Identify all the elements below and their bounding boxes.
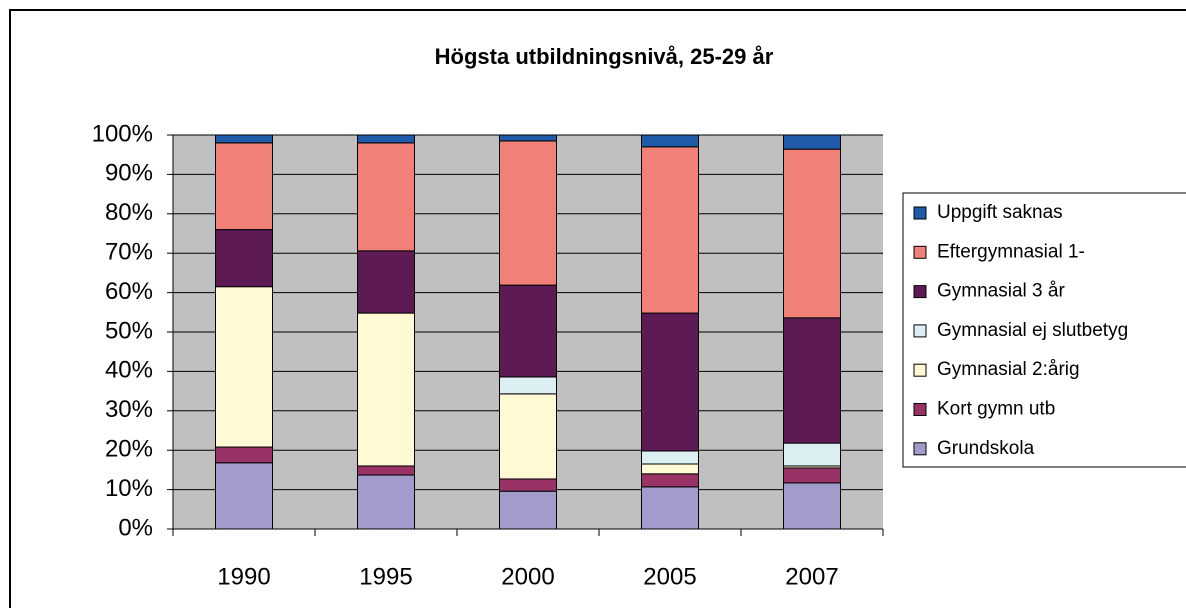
- bar-segment: [641, 486, 699, 530]
- y-tick-label: 10%: [105, 475, 153, 502]
- bar-segment: [499, 490, 557, 530]
- bar-segment: [357, 465, 415, 476]
- bar-segment: [357, 142, 415, 252]
- y-tick-label: 70%: [105, 239, 153, 266]
- bar-segment: [215, 142, 273, 231]
- bar-segment: [641, 463, 699, 475]
- legend-swatch: [913, 403, 927, 416]
- legend-swatch: [913, 324, 927, 338]
- bar-segment: [783, 134, 841, 150]
- bar-segment: [641, 473, 699, 488]
- y-tick-label: 30%: [105, 396, 153, 423]
- bar-segment: [783, 148, 841, 319]
- y-tick-label: 60%: [105, 278, 153, 305]
- bar-segment: [641, 146, 699, 314]
- y-tick-label: 90%: [105, 160, 153, 187]
- bar-segment: [215, 229, 273, 288]
- legend-label: Kort gymn utb: [937, 399, 1055, 420]
- legend-swatch: [913, 363, 927, 377]
- bar-segment: [641, 312, 699, 452]
- y-tick-label: 40%: [105, 357, 153, 384]
- x-tick-label: 2000: [501, 563, 554, 590]
- bar-segment: [783, 467, 841, 484]
- x-tick-label: 2007: [785, 563, 838, 590]
- legend-label: Gymnasial 2:årig: [937, 359, 1080, 380]
- bar-segment: [357, 134, 415, 144]
- y-tick-label: 50%: [105, 317, 153, 344]
- bar-segment: [499, 140, 557, 286]
- bar-segment: [357, 474, 415, 530]
- x-tick-label: 1990: [217, 563, 270, 590]
- bar-segment: [215, 286, 273, 448]
- bar-segment: [357, 250, 415, 314]
- chart-title: Högsta utbildningsnivå, 25-29 år: [435, 44, 774, 69]
- y-tick-label: 100%: [92, 120, 153, 147]
- bar-segment: [641, 450, 699, 465]
- bar-segment: [641, 134, 699, 148]
- y-tick-label: 0%: [118, 514, 153, 541]
- bar-segment: [357, 312, 415, 467]
- bar-segment: [499, 284, 557, 378]
- legend-swatch: [913, 245, 927, 259]
- legend-label: Uppgift saknas: [937, 202, 1063, 223]
- legend-swatch: [913, 206, 927, 220]
- legend-swatch: [913, 442, 927, 456]
- y-tick-label: 80%: [105, 199, 153, 226]
- legend-label: Eftergymnasial 1-: [937, 241, 1085, 262]
- bar-segment: [499, 478, 557, 492]
- bar-segment: [215, 134, 273, 144]
- bar-segment: [499, 134, 557, 142]
- x-tick-label: 1995: [359, 563, 412, 590]
- bar-segment: [783, 317, 841, 444]
- bar-segment: [499, 376, 557, 395]
- bar-segment: [215, 462, 273, 530]
- bar-segment: [783, 482, 841, 530]
- bar-segment: [783, 442, 841, 467]
- legend-swatch: [913, 285, 927, 299]
- legend-box: [902, 192, 1186, 468]
- y-tick-label: 20%: [105, 436, 153, 463]
- legend-label: Grundskola: [937, 438, 1035, 459]
- legend-label: Gymnasial ej slutbetyg: [937, 320, 1128, 341]
- legend-label: Gymnasial 3 år: [937, 281, 1065, 302]
- bar-segment: [215, 446, 273, 464]
- bar-segment: [499, 393, 557, 480]
- x-tick-label: 2005: [643, 563, 696, 590]
